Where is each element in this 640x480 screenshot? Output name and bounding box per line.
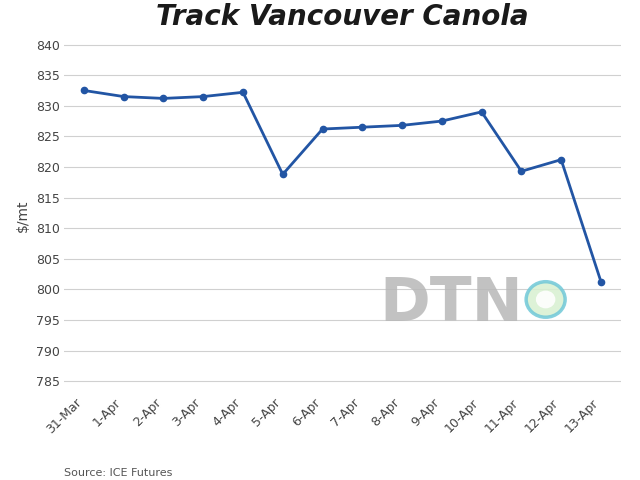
Text: Source: ICE Futures: Source: ICE Futures (64, 468, 172, 478)
Ellipse shape (536, 290, 556, 308)
Title: Track Vancouver Canola: Track Vancouver Canola (156, 2, 529, 31)
Text: DTN: DTN (379, 276, 523, 334)
Ellipse shape (526, 282, 565, 317)
Y-axis label: $/mt: $/mt (16, 200, 30, 232)
